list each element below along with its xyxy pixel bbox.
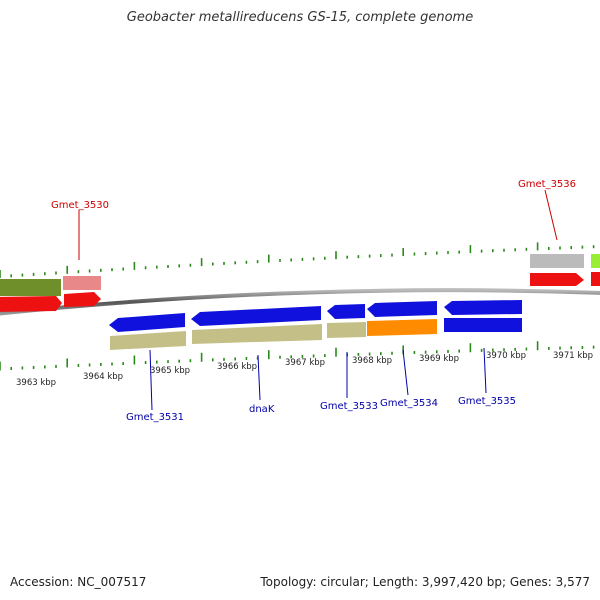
scale-label: 3963 kbp	[16, 378, 56, 388]
gene-block-orange[interactable]	[367, 319, 437, 336]
gene-block-khaki-2[interactable]	[192, 324, 322, 344]
scale-label: 3968 kbp	[352, 356, 392, 366]
scale-label: 3970 kbp	[486, 351, 526, 361]
gene-label-gmet-3534[interactable]: Gmet_3534	[380, 398, 438, 409]
genome-summary: Topology: circular; Length: 3,997,420 bp…	[260, 575, 590, 589]
accession-label: Accession: NC_007517	[10, 575, 147, 589]
scale-label: 3967 kbp	[285, 358, 325, 368]
gene-label-gmet-3531[interactable]: Gmet_3531	[126, 412, 184, 423]
gene-block-khaki-1[interactable]	[110, 331, 186, 350]
scale-label: 3966 kbp	[217, 362, 257, 372]
gene-block-pink[interactable]	[63, 276, 101, 290]
gene-label-dnak[interactable]: dnaK	[249, 404, 275, 415]
gene-arrow-red-1[interactable]	[0, 296, 62, 312]
scale-ticks-top	[0, 242, 595, 278]
gene-arrow-blue-3534[interactable]	[367, 301, 437, 317]
scale-label: 3969 kbp	[419, 354, 459, 364]
gene-label-gmet-3533[interactable]: Gmet_3533	[320, 401, 378, 412]
gene-label-gmet-3535[interactable]: Gmet_3535	[458, 396, 516, 407]
gene-block-khaki-3[interactable]	[327, 322, 366, 338]
scale-label: 3965 kbp	[150, 366, 190, 376]
gene-arrow-blue-3535[interactable]	[444, 300, 522, 315]
label-leaders	[78, 189, 558, 411]
gene-arrow-red-4[interactable]	[591, 272, 600, 286]
gene-label-gmet-3530[interactable]: Gmet_3530	[51, 200, 109, 211]
top-genes	[0, 254, 600, 312]
scale-label: 3964 kbp	[83, 372, 123, 382]
bottom-genes	[109, 300, 522, 350]
gene-arrow-red-2[interactable]	[64, 292, 101, 307]
gene-arrow-red-3[interactable]	[530, 273, 584, 286]
gene-arrow-blue-3531[interactable]	[109, 313, 185, 332]
gene-block-grey[interactable]	[530, 254, 584, 268]
gene-block-blue[interactable]	[444, 318, 522, 332]
gene-arrow-blue-3533[interactable]	[327, 304, 365, 319]
scale-ticks-bottom	[0, 341, 595, 371]
page-title: Geobacter metallireducens GS-15, complet…	[126, 10, 474, 25]
gene-label-gmet-3536[interactable]: Gmet_3536	[518, 179, 576, 190]
gene-block-olive[interactable]	[0, 279, 61, 296]
gene-arrow-blue-dnak[interactable]	[191, 306, 321, 326]
gene-block-lime[interactable]	[591, 254, 600, 268]
scale-label: 3971 kbp	[553, 351, 593, 361]
